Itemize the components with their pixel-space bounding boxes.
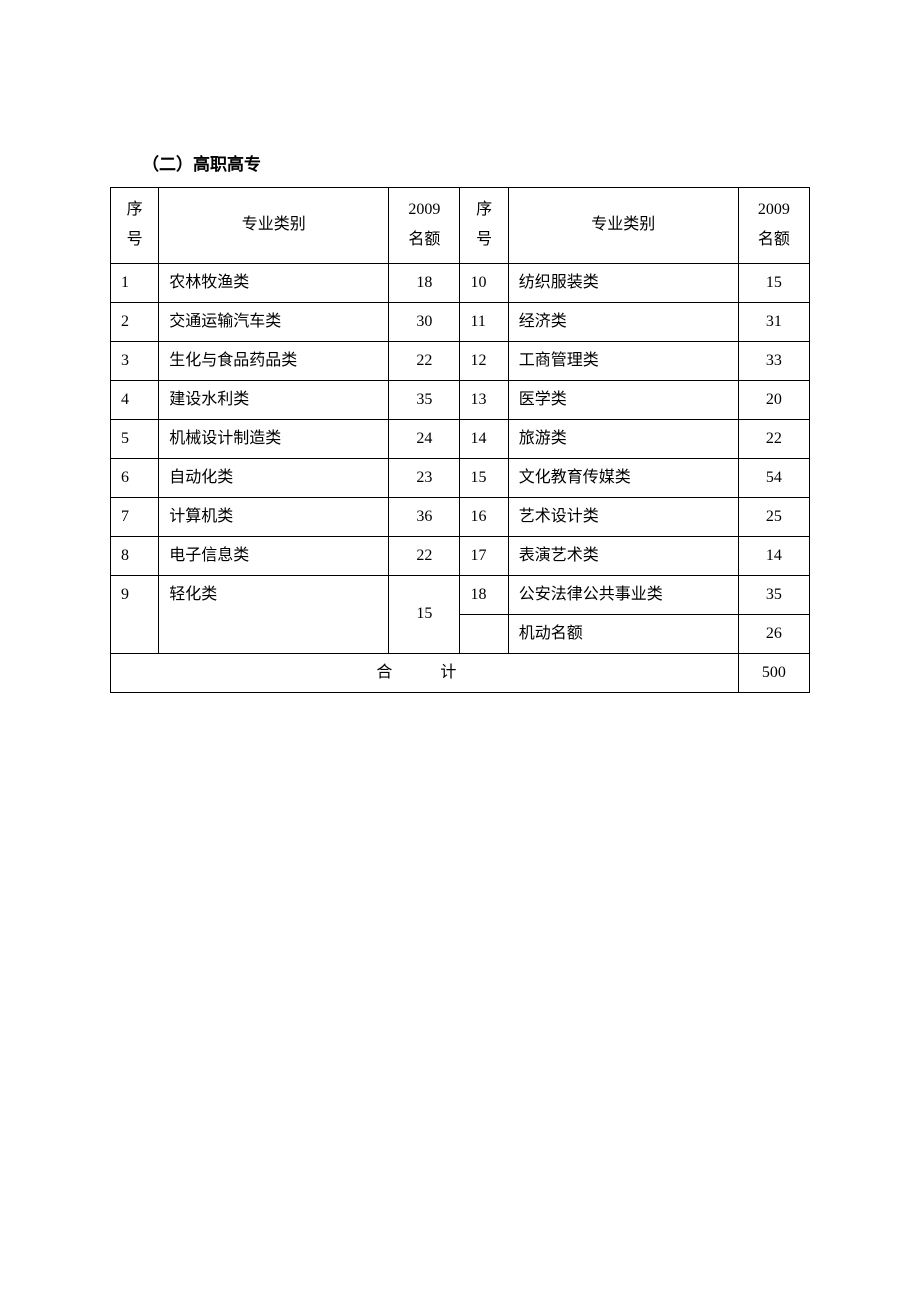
cell-major: 农林牧渔类: [159, 263, 389, 302]
cell-major2: 艺术设计类: [508, 497, 738, 536]
cell-seq: 3: [111, 341, 159, 380]
cell-quota: 36: [389, 497, 460, 536]
cell-major: 生化与食品药品类: [159, 341, 389, 380]
header-major2: 专业类别: [508, 188, 738, 264]
cell-quota: 24: [389, 419, 460, 458]
header-seq: 序号: [111, 188, 159, 264]
cell-seq2-empty: [460, 614, 508, 653]
cell-seq2: 17: [460, 536, 508, 575]
cell-major2: 旅游类: [508, 419, 738, 458]
cell-major: 机械设计制造类: [159, 419, 389, 458]
header-row: 序号 专业类别 2009名额 序号 专业类别 2009名额: [111, 188, 810, 264]
cell-quota2: 15: [738, 263, 809, 302]
cell-seq2: 13: [460, 380, 508, 419]
cell-quota: 30: [389, 302, 460, 341]
cell-major: 电子信息类: [159, 536, 389, 575]
cell-seq: 6: [111, 458, 159, 497]
cell-seq2: 10: [460, 263, 508, 302]
cell-major2: 公安法律公共事业类: [508, 575, 738, 614]
cell-quota: 15: [389, 575, 460, 653]
header-major: 专业类别: [159, 188, 389, 264]
table-row: 8 电子信息类 22 17 表演艺术类 14: [111, 536, 810, 575]
cell-seq2: 18: [460, 575, 508, 614]
table-row: 5 机械设计制造类 24 14 旅游类 22: [111, 419, 810, 458]
total-row: 合 计 500: [111, 653, 810, 692]
cell-quota2: 31: [738, 302, 809, 341]
cell-quota2: 22: [738, 419, 809, 458]
cell-seq2: 11: [460, 302, 508, 341]
cell-seq2: 14: [460, 419, 508, 458]
cell-quota2: 25: [738, 497, 809, 536]
total-value: 500: [738, 653, 809, 692]
cell-major: 交通运输汽车类: [159, 302, 389, 341]
cell-seq: 4: [111, 380, 159, 419]
cell-quota: 22: [389, 341, 460, 380]
cell-major2: 表演艺术类: [508, 536, 738, 575]
header-quota: 2009名额: [389, 188, 460, 264]
cell-quota2: 26: [738, 614, 809, 653]
table-row: 7 计算机类 36 16 艺术设计类 25: [111, 497, 810, 536]
table-row: 2 交通运输汽车类 30 11 经济类 31: [111, 302, 810, 341]
cell-seq: 7: [111, 497, 159, 536]
cell-quota: 23: [389, 458, 460, 497]
cell-seq2: 16: [460, 497, 508, 536]
cell-major2: 医学类: [508, 380, 738, 419]
table-row: 4 建设水利类 35 13 医学类 20: [111, 380, 810, 419]
cell-seq: 2: [111, 302, 159, 341]
table-row: 3 生化与食品药品类 22 12 工商管理类 33: [111, 341, 810, 380]
cell-major2: 文化教育传媒类: [508, 458, 738, 497]
cell-quota2: 14: [738, 536, 809, 575]
cell-major2: 纺织服装类: [508, 263, 738, 302]
section-title: （二）高职高专: [110, 150, 810, 175]
cell-seq: 1: [111, 263, 159, 302]
cell-major2: 机动名额: [508, 614, 738, 653]
cell-major: 自动化类: [159, 458, 389, 497]
cell-seq: 8: [111, 536, 159, 575]
cell-major: 轻化类: [159, 575, 389, 653]
table-row: 1 农林牧渔类 18 10 纺织服装类 15: [111, 263, 810, 302]
header-quota2: 2009名额: [738, 188, 809, 264]
cell-seq2: 12: [460, 341, 508, 380]
cell-quota2: 35: [738, 575, 809, 614]
cell-quota2: 54: [738, 458, 809, 497]
cell-seq: 9: [111, 575, 159, 653]
cell-major: 计算机类: [159, 497, 389, 536]
cell-quota: 22: [389, 536, 460, 575]
cell-seq: 5: [111, 419, 159, 458]
cell-quota: 18: [389, 263, 460, 302]
quota-table: 序号 专业类别 2009名额 序号 专业类别 2009名额 1 农林牧渔类 18…: [110, 187, 810, 693]
cell-quota2: 33: [738, 341, 809, 380]
cell-major2: 工商管理类: [508, 341, 738, 380]
header-seq2: 序号: [460, 188, 508, 264]
cell-quota2: 20: [738, 380, 809, 419]
table-row: 9 轻化类 15 18 公安法律公共事业类 35: [111, 575, 810, 614]
cell-major2: 经济类: [508, 302, 738, 341]
total-label: 合 计: [111, 653, 739, 692]
cell-seq2: 15: [460, 458, 508, 497]
table-row: 6 自动化类 23 15 文化教育传媒类 54: [111, 458, 810, 497]
cell-major: 建设水利类: [159, 380, 389, 419]
cell-quota: 35: [389, 380, 460, 419]
